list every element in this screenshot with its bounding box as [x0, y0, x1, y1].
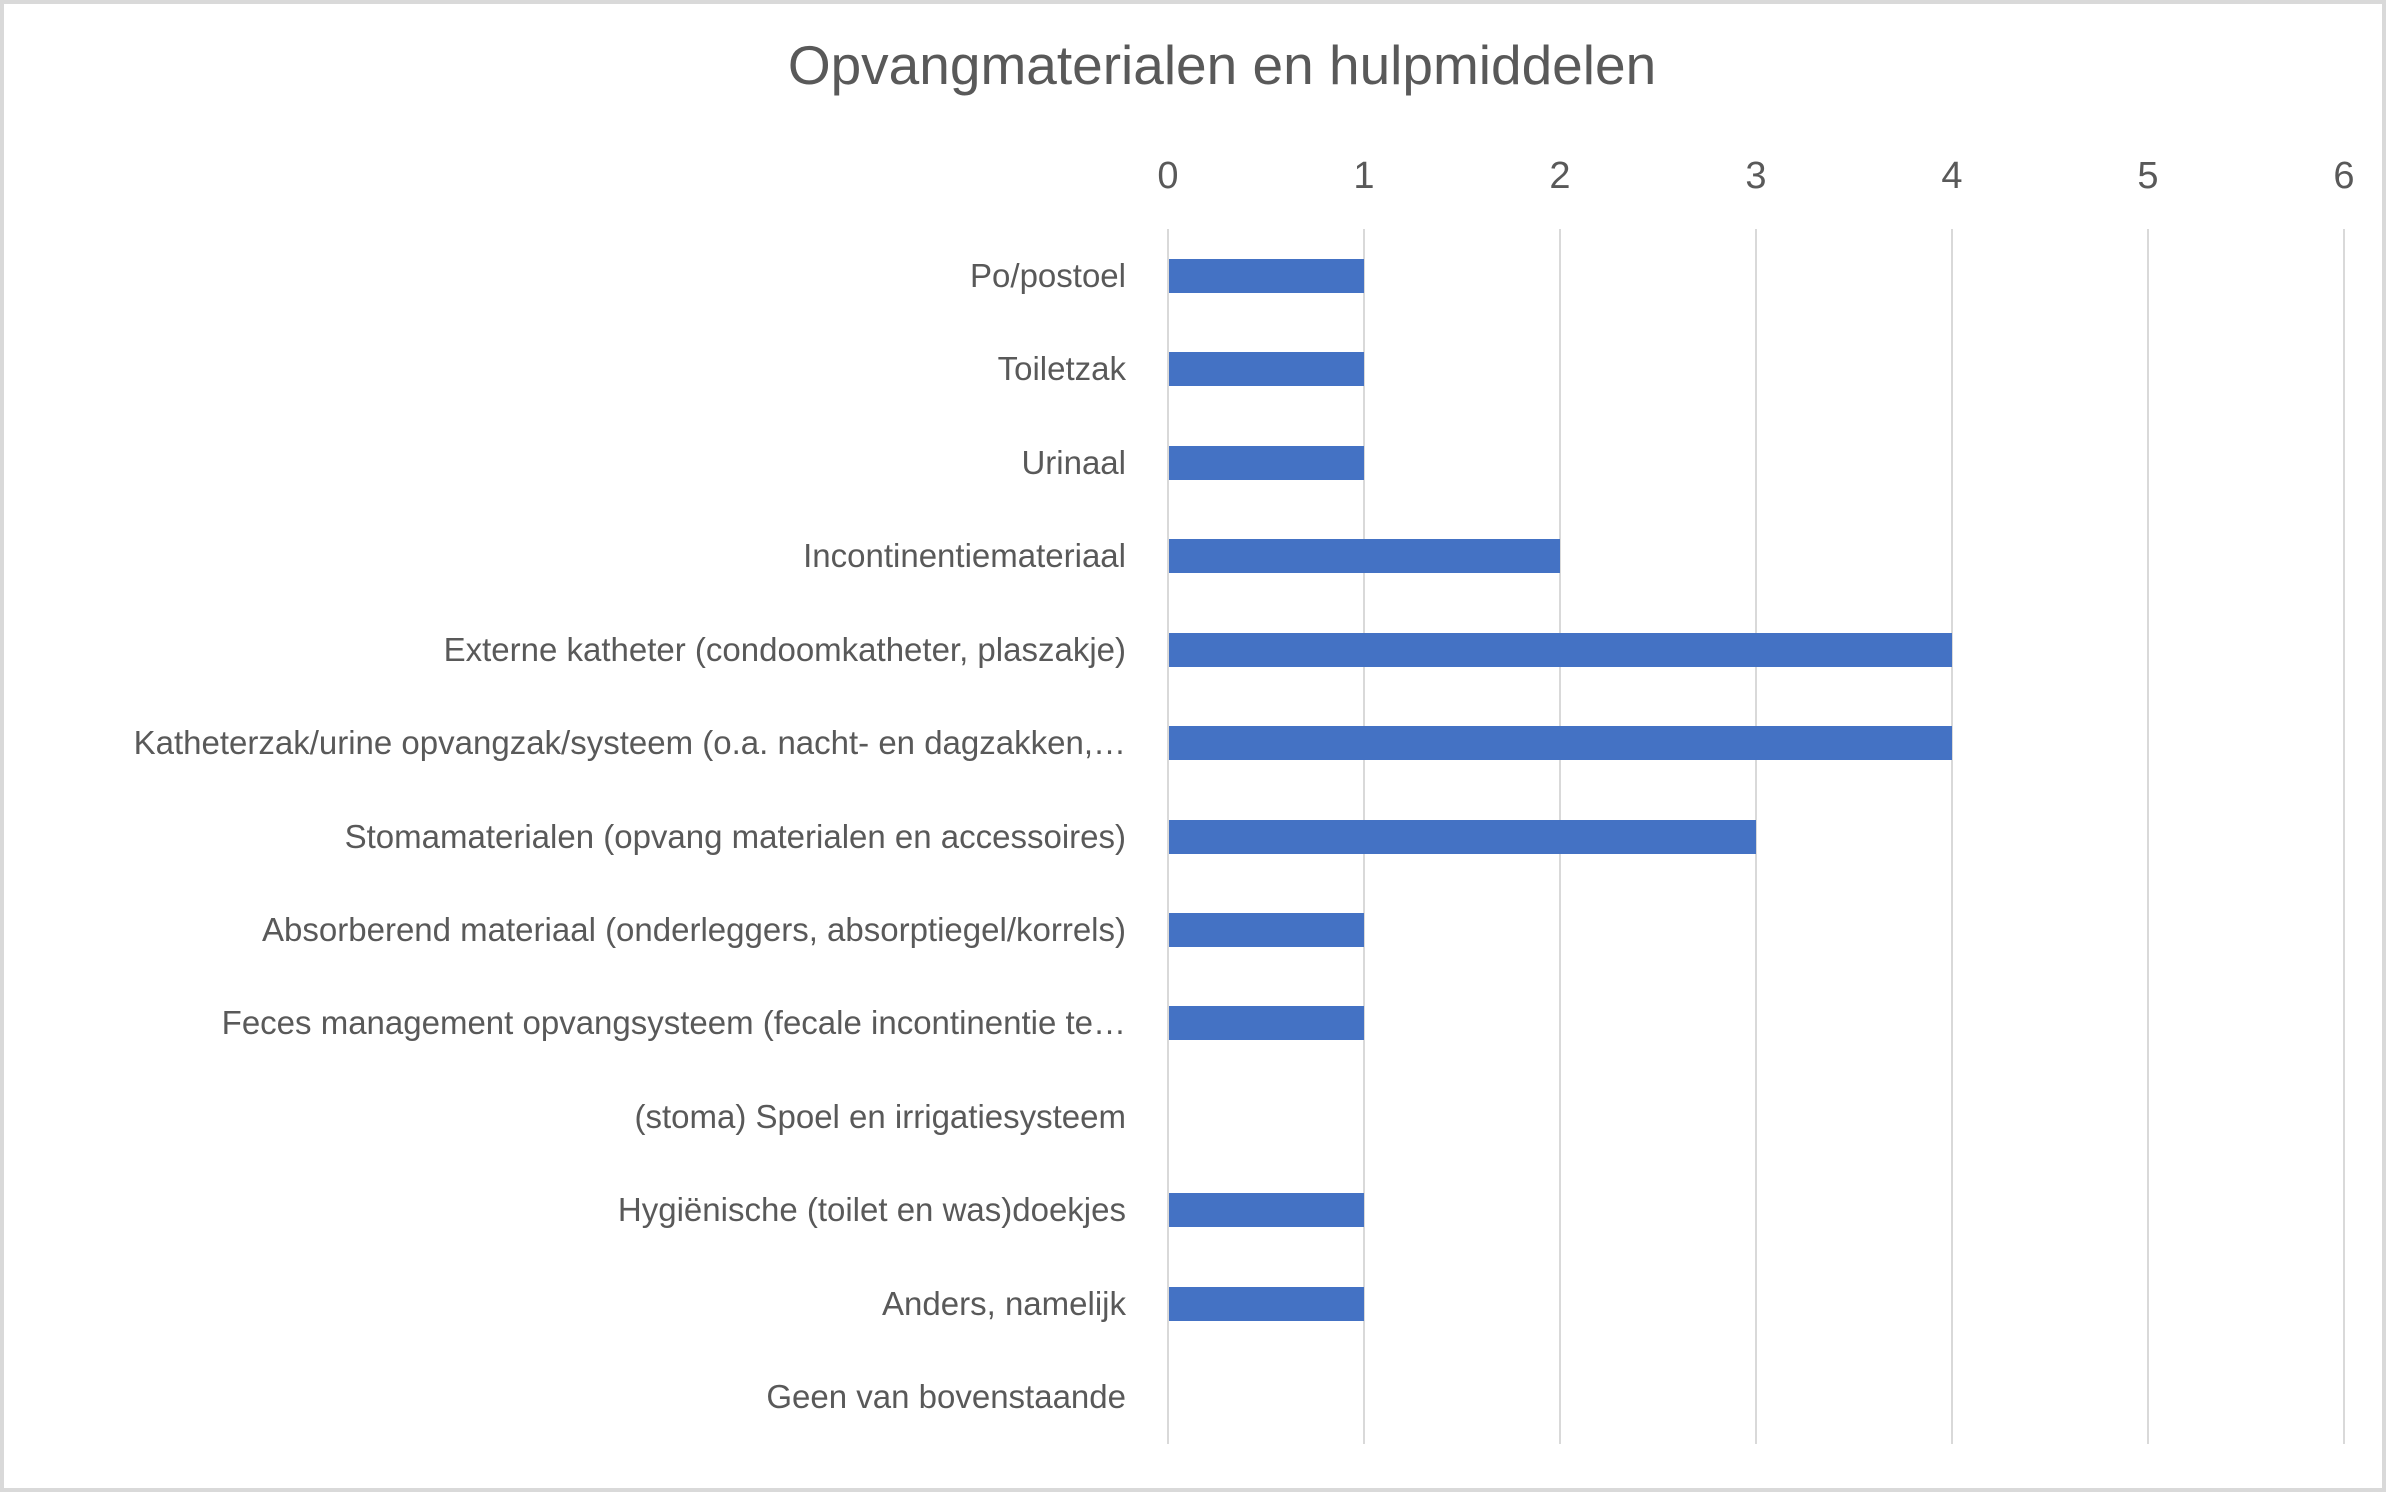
- tick-label: 5: [2137, 155, 2159, 197]
- category-label: Po/postoel: [970, 256, 1126, 294]
- bar: [1169, 352, 1364, 387]
- bar: [1169, 1286, 1364, 1321]
- tick-label: 2: [1549, 155, 1571, 197]
- category-label: (stoma) Spoel en irrigatiesysteem: [634, 1097, 1126, 1135]
- bar: [1169, 726, 1952, 761]
- gridline: [1755, 229, 1757, 1444]
- gridline: [2147, 229, 2149, 1444]
- bar: [1169, 539, 1560, 574]
- category-label: Katheterzak/urine opvangzak/systeem (o.a…: [133, 724, 1126, 762]
- bar: [1169, 258, 1364, 293]
- category-label: Hygiënische (toilet en was)doekjes: [617, 1191, 1126, 1229]
- category-label: Urinaal: [1021, 443, 1126, 481]
- category-label: Toiletzak: [997, 350, 1126, 388]
- tick-label: 6: [2333, 155, 2355, 197]
- category-label: Stomamaterialen (opvang materialen en ac…: [344, 817, 1126, 855]
- category-label: Incontinentiemateriaal: [803, 537, 1126, 575]
- category-label: Absorberend materiaal (onderleggers, abs…: [262, 910, 1126, 948]
- bar: [1169, 1006, 1364, 1041]
- gridline: [1951, 229, 1953, 1444]
- gridline: [2343, 229, 2345, 1444]
- tick-label: 3: [1745, 155, 1767, 197]
- bar: [1169, 445, 1364, 480]
- category-label: Externe katheter (condoomkatheter, plasz…: [443, 630, 1126, 668]
- category-label: Anders, namelijk: [882, 1284, 1126, 1322]
- tick-label: 4: [1941, 155, 1963, 197]
- category-label: Feces management opvangsysteem (fecale i…: [221, 1004, 1126, 1042]
- bar: [1169, 912, 1364, 947]
- tick-label: 0: [1157, 155, 1179, 197]
- category-label: Geen van bovenstaande: [766, 1378, 1126, 1416]
- bar: [1169, 632, 1952, 667]
- chart-title: Opvangmaterialen en hulpmiddelen: [787, 34, 1657, 96]
- tick-label: 1: [1353, 155, 1375, 197]
- bar: [1169, 819, 1756, 854]
- bar: [1169, 1193, 1364, 1228]
- gridline: [1167, 229, 1169, 1444]
